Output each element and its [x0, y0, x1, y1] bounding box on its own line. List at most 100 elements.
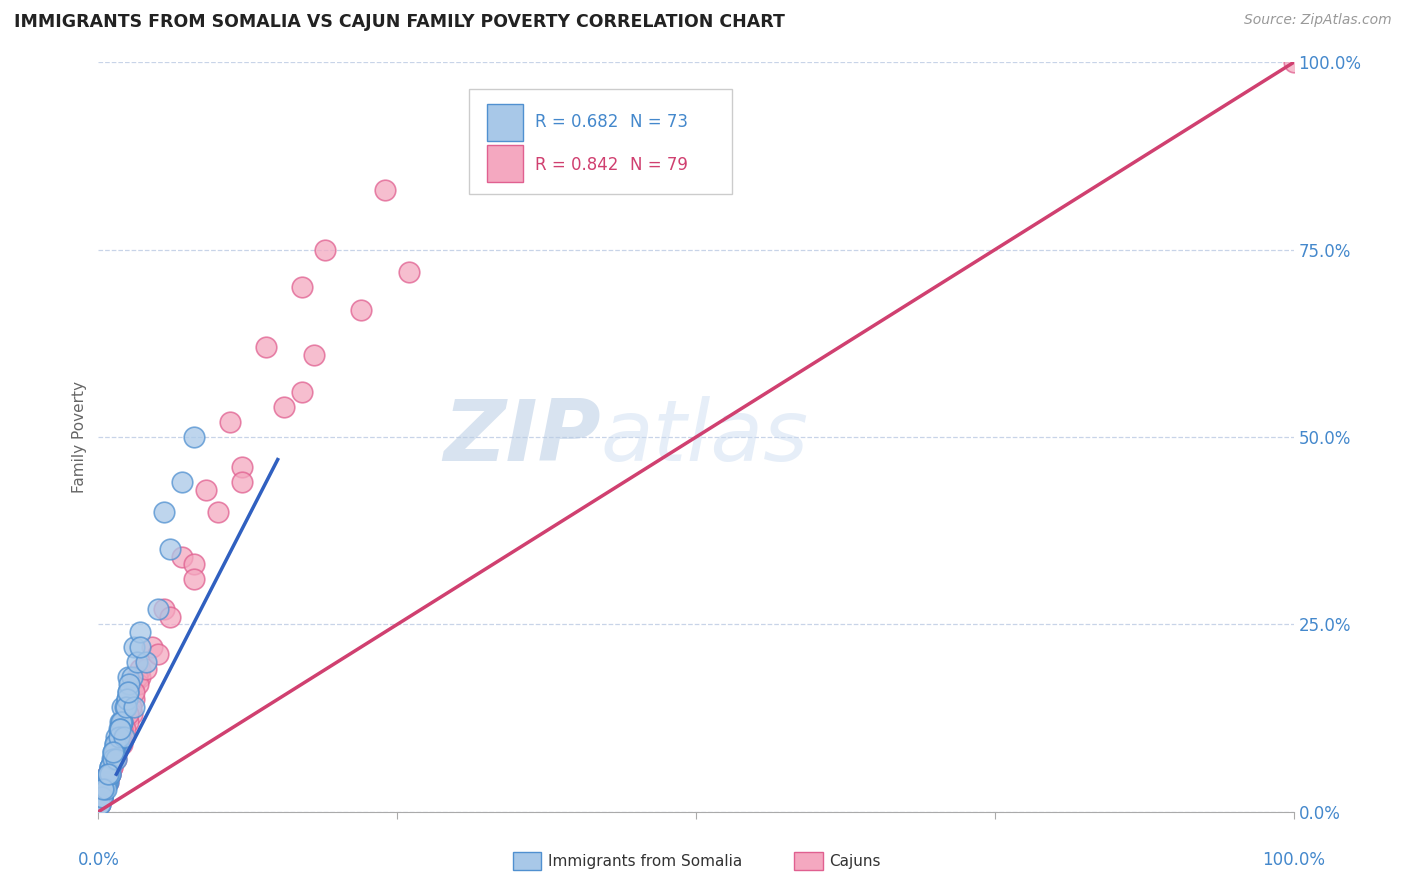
- Point: [315, 243, 337, 257]
- Point: [90, 789, 112, 804]
- Point: [93, 782, 115, 797]
- Point: [153, 602, 176, 616]
- Point: [1282, 55, 1305, 70]
- Y-axis label: Family Poverty: Family Poverty: [72, 381, 87, 493]
- Point: [183, 430, 205, 444]
- Point: [159, 610, 181, 624]
- Point: [90, 789, 112, 804]
- Text: Source: ZipAtlas.com: Source: ZipAtlas.com: [1244, 13, 1392, 28]
- Point: [89, 797, 111, 812]
- Point: [105, 745, 128, 759]
- Point: [115, 707, 138, 722]
- Point: [98, 767, 121, 781]
- Point: [91, 782, 114, 797]
- Point: [111, 714, 134, 729]
- Point: [101, 752, 124, 766]
- Point: [96, 774, 118, 789]
- Point: [195, 483, 218, 497]
- Point: [98, 760, 122, 774]
- Point: [94, 782, 117, 797]
- Point: [120, 699, 142, 714]
- Point: [98, 767, 122, 781]
- Point: [124, 640, 146, 654]
- Point: [100, 760, 122, 774]
- Point: [105, 752, 128, 766]
- Point: [91, 782, 114, 797]
- Point: [91, 789, 114, 804]
- Point: [100, 752, 122, 766]
- Point: [112, 730, 135, 744]
- Point: [124, 692, 146, 706]
- Point: [94, 774, 117, 789]
- Point: [91, 789, 114, 804]
- Point: [91, 782, 114, 797]
- Point: [98, 760, 122, 774]
- Point: [103, 752, 125, 766]
- Point: [107, 737, 129, 751]
- Point: [93, 782, 115, 797]
- Point: [108, 723, 131, 737]
- Point: [93, 782, 115, 797]
- Point: [111, 714, 134, 729]
- Point: [97, 767, 120, 781]
- Point: [103, 752, 125, 766]
- Point: [107, 730, 129, 744]
- FancyBboxPatch shape: [486, 103, 523, 141]
- Point: [110, 730, 132, 744]
- Point: [398, 265, 420, 279]
- Point: [127, 677, 149, 691]
- Point: [108, 730, 131, 744]
- Point: [91, 782, 114, 797]
- Point: [129, 662, 152, 676]
- Point: [114, 699, 136, 714]
- Point: [107, 723, 129, 737]
- Point: [129, 670, 152, 684]
- Point: [90, 789, 112, 804]
- Point: [94, 774, 117, 789]
- Point: [91, 782, 114, 797]
- Point: [350, 302, 373, 317]
- Text: N = 73: N = 73: [630, 113, 689, 131]
- Point: [91, 789, 114, 804]
- Point: [89, 797, 111, 812]
- Point: [124, 677, 146, 691]
- Point: [121, 707, 143, 722]
- Text: IMMIGRANTS FROM SOMALIA VS CAJUN FAMILY POVERTY CORRELATION CHART: IMMIGRANTS FROM SOMALIA VS CAJUN FAMILY …: [14, 13, 785, 31]
- Point: [98, 767, 121, 781]
- Point: [107, 737, 129, 751]
- Point: [110, 714, 132, 729]
- Point: [153, 505, 176, 519]
- Point: [90, 789, 112, 804]
- Point: [105, 752, 128, 766]
- Point: [111, 723, 134, 737]
- Point: [98, 767, 122, 781]
- Point: [91, 782, 114, 797]
- FancyBboxPatch shape: [486, 145, 523, 182]
- Point: [114, 723, 136, 737]
- Point: [97, 767, 120, 781]
- Point: [118, 677, 141, 691]
- Point: [105, 745, 128, 759]
- Point: [104, 737, 127, 751]
- Point: [112, 714, 135, 729]
- Point: [93, 782, 115, 797]
- Point: [101, 745, 124, 759]
- Point: [129, 624, 152, 639]
- Point: [273, 400, 295, 414]
- Point: [96, 774, 118, 789]
- Point: [111, 723, 134, 737]
- Point: [125, 670, 148, 684]
- Text: N = 79: N = 79: [630, 156, 688, 174]
- Point: [141, 640, 163, 654]
- Point: [111, 723, 134, 737]
- Point: [98, 767, 121, 781]
- Point: [90, 789, 112, 804]
- Point: [117, 707, 139, 722]
- Point: [124, 699, 146, 714]
- Point: [117, 699, 139, 714]
- Point: [207, 505, 229, 519]
- Point: [89, 797, 111, 812]
- Point: [101, 752, 124, 766]
- Point: [183, 558, 205, 572]
- Point: [105, 745, 128, 759]
